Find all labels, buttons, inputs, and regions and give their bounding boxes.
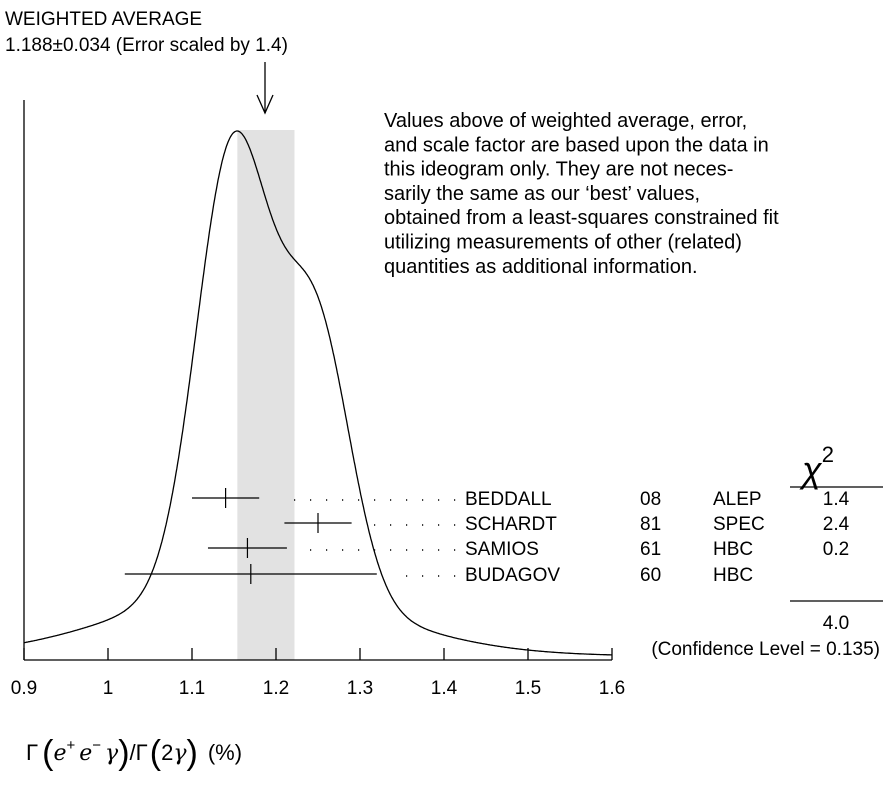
measurement-year: 08 xyxy=(640,489,661,510)
note-line: quantities as additional information. xyxy=(384,256,698,278)
chi2-total: 4.0 xyxy=(823,613,849,634)
average-arrow xyxy=(256,62,274,115)
chart-title: WEIGHTED AVERAGE xyxy=(5,9,202,30)
confidence-level: (Confidence Level = 0.135) xyxy=(651,639,880,660)
measurement-year: 61 xyxy=(640,539,661,560)
measurement-chi2: 0.2 xyxy=(823,539,849,560)
measurement-year: 81 xyxy=(640,514,661,535)
note-line: utilizing measurements of other (related… xyxy=(384,232,742,254)
measurement-year: 60 xyxy=(640,565,661,586)
measurement-chi2: 2.4 xyxy=(823,514,850,535)
note-line: this ideogram only. They are not neces- xyxy=(384,159,733,181)
x-tick-label: 1.4 xyxy=(431,678,458,699)
measurement-row: SCHARDT 81 SPEC 2.4 xyxy=(284,513,850,535)
x-tick-label: 1.2 xyxy=(263,678,289,699)
x-tick-label: 1.1 xyxy=(179,678,205,699)
x-tick-label: 1.6 xyxy=(599,678,625,699)
measurement-technique: ALEP xyxy=(713,489,762,510)
measurement-technique: HBC xyxy=(713,565,753,586)
x-tick-label: 1.3 xyxy=(347,678,373,699)
measurements: BEDDALL 08 ALEP 1.4 SCHARDT 81 SPEC 2.4 SAMIOS 61… xyxy=(124,488,850,586)
measurement-technique: HBC xyxy=(713,539,753,560)
explanatory-note: Values above of weighted average, error,… xyxy=(384,110,779,278)
measurement-chi2: 1.4 xyxy=(823,489,850,510)
note-line: sarily the same as our ‘best’ values, xyxy=(384,183,700,205)
chi2-header: χ2 xyxy=(799,442,834,490)
ideogram-curve xyxy=(23,130,612,656)
x-axis-ticks xyxy=(23,648,613,660)
measurement-author: SCHARDT xyxy=(465,514,557,535)
note-line: obtained from a least-squares constraine… xyxy=(384,207,779,229)
measurement-author: BEDDALL xyxy=(465,489,552,510)
weighted-average-band xyxy=(237,130,295,660)
measurement-row: BUDAGOV 60 HBC xyxy=(124,564,753,586)
note-line: Values above of weighted average, error, xyxy=(384,110,747,132)
note-line: and scale factor are based upon the data… xyxy=(384,134,769,156)
measurement-row: BEDDALL 08 ALEP 1.4 xyxy=(192,488,850,510)
measurement-row: SAMIOS 61 HBC 0.2 xyxy=(207,538,849,560)
x-tick-label: 1 xyxy=(103,678,114,699)
x-tick-label: 1.5 xyxy=(515,678,541,699)
x-axis-title: Γ (e+ e− γ)/Γ(2γ) (%) xyxy=(26,734,242,772)
x-tick-label: 0.9 xyxy=(11,678,37,699)
weighted-average-value: 1.188±0.034 (Error scaled by 1.4) xyxy=(5,35,288,56)
measurement-author: SAMIOS xyxy=(465,539,539,560)
x-axis-tick-labels: 0.9 1 1.1 1.2 1.3 1.4 1.5 1.6 xyxy=(11,678,625,699)
measurement-author: BUDAGOV xyxy=(465,565,560,586)
measurement-technique: SPEC xyxy=(713,514,765,535)
